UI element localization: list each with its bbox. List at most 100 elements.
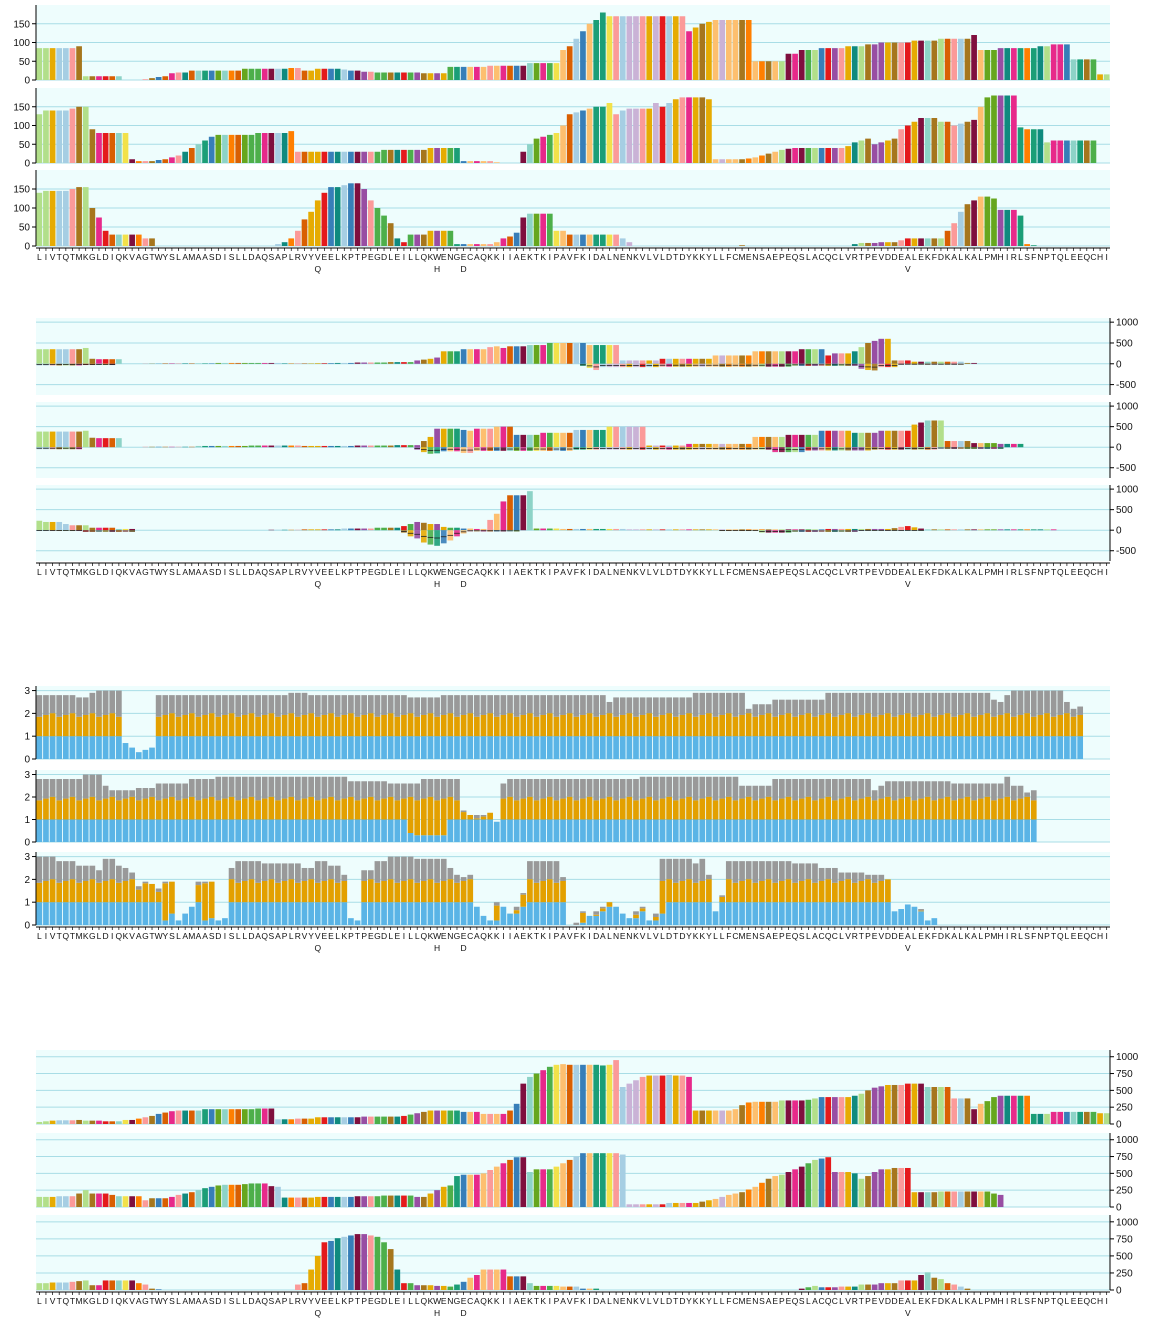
stack-segment-blue bbox=[779, 736, 785, 759]
data-bar bbox=[593, 107, 599, 163]
data-bar bbox=[136, 235, 142, 246]
residue-label: L bbox=[660, 931, 665, 941]
stack-segment-blue bbox=[156, 736, 162, 759]
residue-label: L bbox=[1065, 931, 1070, 941]
residue-label: I bbox=[1006, 252, 1008, 262]
stack-segment-gray bbox=[726, 861, 732, 879]
stack-segment-blue bbox=[878, 736, 884, 759]
data-bar bbox=[925, 1087, 931, 1124]
data-bar bbox=[640, 109, 646, 163]
data-bar bbox=[136, 161, 142, 163]
residue-label: K bbox=[945, 252, 951, 262]
data-bar bbox=[487, 1270, 493, 1290]
residue-label: L bbox=[978, 931, 983, 941]
data-bar bbox=[693, 97, 699, 163]
residue-label: I bbox=[509, 1296, 511, 1306]
stack-segment-gray bbox=[898, 693, 904, 715]
residue-label: L bbox=[720, 931, 725, 941]
data-bar bbox=[56, 522, 62, 530]
stack-segment-orange bbox=[892, 717, 898, 736]
data-bar bbox=[739, 529, 745, 530]
data-bar bbox=[481, 67, 487, 80]
data-bar bbox=[1064, 1112, 1070, 1124]
data-bar bbox=[1084, 141, 1090, 164]
stack-segment-gray bbox=[76, 866, 82, 883]
data-bar bbox=[845, 146, 851, 163]
data-bar bbox=[56, 48, 62, 80]
stack-segment-orange bbox=[474, 717, 480, 736]
stack-segment-orange bbox=[587, 713, 593, 736]
stack-segment-blue bbox=[554, 820, 560, 843]
stack-segment-gray bbox=[554, 861, 560, 883]
stack-segment-gray bbox=[752, 861, 758, 883]
data-bar bbox=[680, 446, 686, 448]
data-bar bbox=[859, 1285, 865, 1290]
residue-label: L bbox=[408, 1296, 413, 1306]
data-bar bbox=[985, 50, 991, 80]
stack-segment-orange bbox=[341, 881, 347, 902]
stack-segment-orange bbox=[991, 717, 997, 736]
stack-segment-blue bbox=[514, 736, 520, 759]
residue-label: T bbox=[355, 252, 360, 262]
stack-segment-gray bbox=[806, 700, 812, 713]
data-bar bbox=[341, 185, 347, 246]
y-tick-label: 150 bbox=[13, 185, 30, 196]
data-bar bbox=[726, 444, 732, 447]
stack-segment-blue bbox=[640, 911, 646, 925]
stack-segment-orange bbox=[262, 715, 268, 736]
residue-label: I bbox=[224, 931, 226, 941]
y-tick-label: 500 bbox=[1116, 1169, 1133, 1180]
stack-segment-blue bbox=[991, 736, 997, 759]
stack-segment-orange bbox=[355, 800, 361, 819]
stack-segment-gray bbox=[136, 788, 142, 800]
stack-segment-blue bbox=[613, 820, 619, 843]
stack-segment-blue bbox=[514, 914, 520, 925]
stack-segment-blue bbox=[474, 907, 480, 925]
data-bar bbox=[295, 1119, 301, 1124]
data-bar bbox=[772, 351, 778, 363]
data-bar bbox=[83, 1280, 89, 1290]
residue-label: E bbox=[394, 931, 400, 941]
data-bar bbox=[229, 1185, 235, 1207]
data-bar bbox=[554, 343, 560, 364]
residue-label: T bbox=[673, 567, 678, 577]
stack-segment-gray bbox=[375, 861, 381, 883]
data-bar bbox=[441, 351, 447, 363]
stack-segment-blue bbox=[786, 902, 792, 925]
data-bar bbox=[196, 71, 202, 80]
stack-segment-gray bbox=[918, 909, 924, 911]
stack-segment-blue bbox=[1044, 736, 1050, 759]
data-bar bbox=[481, 1270, 487, 1290]
y-tick-label: -500 bbox=[1116, 546, 1136, 557]
stack-segment-blue bbox=[341, 820, 347, 843]
residue-label: V bbox=[302, 931, 308, 941]
residue-label: E bbox=[1077, 1296, 1083, 1306]
data-bar bbox=[288, 238, 294, 246]
data-bar bbox=[269, 69, 275, 80]
data-bar bbox=[547, 529, 553, 531]
stack-segment-gray bbox=[90, 693, 96, 713]
stack-segment-orange bbox=[547, 879, 553, 902]
data-bar bbox=[825, 48, 831, 80]
data-bar bbox=[912, 238, 918, 246]
stack-segment-blue bbox=[580, 736, 586, 759]
residue-label: F bbox=[726, 1296, 731, 1306]
data-bar bbox=[275, 363, 281, 364]
residue-label: L bbox=[242, 252, 247, 262]
data-bar bbox=[441, 1111, 447, 1124]
stack-segment-orange bbox=[394, 883, 400, 902]
data-bar bbox=[308, 1119, 314, 1124]
data-bar bbox=[474, 1175, 480, 1207]
data-bar bbox=[1044, 46, 1050, 80]
stack-segment-gray bbox=[414, 784, 420, 801]
stack-segment-orange bbox=[680, 799, 686, 820]
residue-label: I bbox=[111, 931, 113, 941]
data-bar bbox=[918, 41, 924, 80]
stack-segment-orange bbox=[520, 715, 526, 736]
stack-segment-blue bbox=[189, 907, 195, 925]
stack-segment-blue bbox=[945, 820, 951, 843]
data-bar bbox=[401, 445, 407, 447]
data-bar bbox=[1004, 1096, 1010, 1124]
data-bar bbox=[885, 242, 891, 246]
residue-label: E bbox=[620, 931, 626, 941]
